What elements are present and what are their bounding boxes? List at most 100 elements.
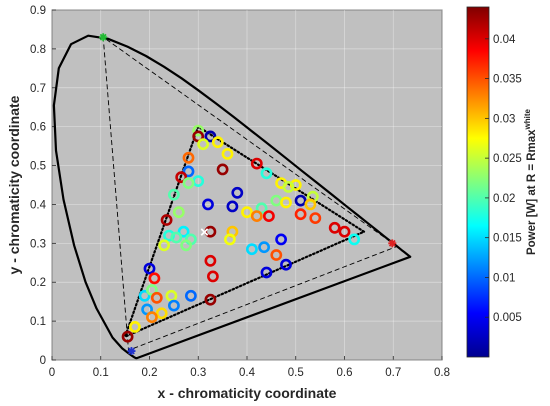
data-point (211, 136, 224, 149)
x-tick-label: 0.8 (434, 367, 450, 379)
data-point (304, 198, 317, 211)
data-point (170, 231, 183, 244)
data-point (192, 124, 205, 137)
data-point (182, 151, 195, 164)
y-tick-label: 0.2 (30, 277, 46, 289)
x-tick-labels: 0 0.1 0.2 0.3 0.4 0.5 0.6 0.7 0.8 (49, 367, 450, 379)
primary-vertex-marker (388, 239, 397, 248)
data-point (160, 214, 173, 226)
colorbar-tick-label: 0.03 (493, 113, 515, 125)
data-point (270, 249, 283, 261)
data-point (177, 225, 190, 238)
data-point (282, 180, 295, 193)
data-point (202, 198, 214, 211)
colorbar-tick-label: 0.005 (493, 312, 522, 324)
data-point (260, 167, 273, 180)
primary-vertex-marker (99, 33, 108, 42)
colorbar-ticks: 0.005 0.01 0.015 0.02 0.025 0.03 0.035 0.04 (485, 34, 522, 324)
y-tick-label: 0.3 (30, 238, 46, 250)
data-point (280, 258, 292, 271)
data-point (294, 194, 307, 207)
data-point (309, 212, 322, 224)
white-point-marker (200, 228, 209, 236)
data-point (223, 233, 236, 246)
colorbar-tick-label: 0.02 (493, 193, 515, 205)
plot-area (51, 9, 443, 361)
data-point (155, 307, 168, 320)
data-point (221, 147, 234, 160)
data-point (182, 165, 195, 178)
y-tick-label: 0.8 (30, 44, 46, 56)
colorbar-tick-label: 0.04 (493, 34, 516, 46)
data-point (167, 188, 180, 201)
x-tick-label: 0 (49, 367, 55, 379)
colorbar-label: Power [W] at R = Rmaxwhite (523, 108, 538, 255)
y-tick-label: 0.7 (30, 83, 46, 95)
data-point (167, 299, 180, 312)
data-point (260, 266, 273, 279)
data-point (148, 272, 161, 285)
x-tick-label: 0.5 (288, 367, 304, 379)
data-point (175, 171, 188, 184)
data-point (231, 186, 244, 199)
markers-layer (99, 33, 397, 356)
data-point (280, 196, 292, 209)
x-axis-label: x - chromaticity coordinate (158, 385, 337, 401)
x-tick-label: 0.6 (337, 367, 353, 379)
data-point (328, 221, 341, 234)
data-point (163, 229, 175, 242)
data-point (245, 243, 258, 256)
data-point (250, 210, 263, 222)
data-point (262, 210, 275, 222)
data-point (294, 208, 307, 221)
data-point (150, 291, 163, 304)
y-tick-label: 0.4 (30, 199, 47, 211)
y-axis-label: y - chromaticity coordinate (6, 95, 22, 274)
reference-triangle (102, 36, 399, 351)
x-tick-label: 0.2 (142, 367, 158, 379)
data-point (338, 225, 351, 238)
y-tick-label: 0.9 (30, 5, 46, 17)
y-tick-label: 0.5 (30, 161, 46, 173)
data-point (172, 206, 185, 219)
x-tick-label: 0.4 (239, 367, 256, 379)
colorbar-label-main: Power [W] at R = Rmax (526, 129, 538, 255)
data-point (204, 130, 217, 143)
y-tick-label: 0 (40, 355, 46, 367)
data-point (258, 241, 270, 254)
points-layer (121, 124, 361, 343)
x-tick-label: 0.1 (93, 367, 109, 379)
data-point (275, 233, 287, 246)
data-point (206, 270, 219, 283)
y-tick-labels: 0 0.1 0.2 0.3 0.4 0.5 0.6 0.7 0.8 0.9 (30, 5, 47, 367)
data-point (197, 138, 209, 151)
colorbar-tick-label: 0.01 (493, 272, 515, 284)
data-point (158, 239, 170, 252)
colorbar (466, 6, 490, 358)
data-point (204, 254, 217, 267)
x-tick-label: 0.7 (385, 367, 401, 379)
data-point (348, 233, 361, 246)
colorbar-tick-label: 0.035 (493, 74, 522, 86)
data-point (138, 289, 151, 302)
y-tick-label: 0.6 (30, 122, 46, 134)
data-point (184, 289, 197, 302)
data-point (145, 311, 158, 324)
colorbar-label-superscript: white (523, 108, 532, 130)
data-point (143, 262, 156, 275)
data-point (241, 206, 253, 219)
data-point (121, 330, 134, 343)
colorbar-tick-label: 0.015 (493, 233, 522, 245)
data-point (226, 200, 239, 213)
data-point (250, 157, 263, 170)
data-point (182, 177, 195, 189)
primary-vertex-marker (127, 347, 136, 356)
colorbar-tick-label: 0.025 (493, 153, 522, 165)
y-tick-label: 0.1 (30, 316, 46, 328)
data-point (204, 293, 217, 306)
data-point (128, 320, 141, 333)
data-point (289, 179, 302, 191)
data-point (216, 163, 229, 176)
data-point (180, 239, 192, 252)
